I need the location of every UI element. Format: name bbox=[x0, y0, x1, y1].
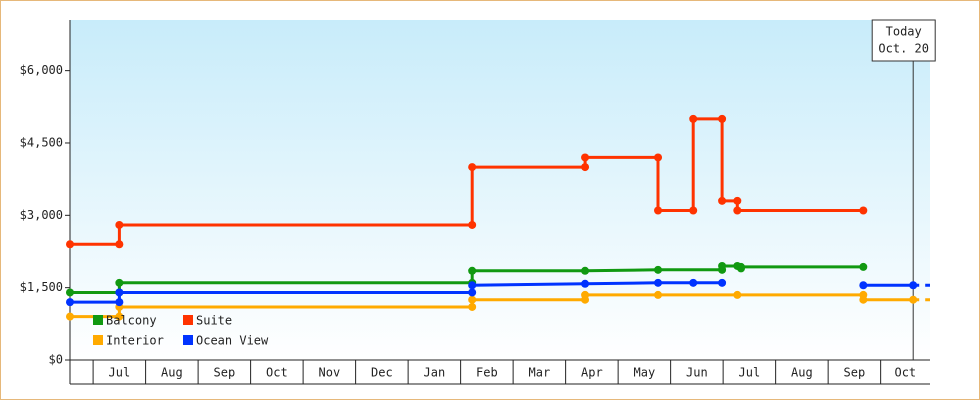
series-point bbox=[859, 281, 868, 290]
today-label: Today bbox=[886, 25, 922, 39]
legend-label: Balcony bbox=[106, 314, 157, 328]
series-point bbox=[115, 298, 124, 307]
series-point bbox=[581, 279, 590, 288]
series-point bbox=[909, 295, 918, 304]
series-point bbox=[654, 278, 663, 287]
series-point bbox=[66, 240, 74, 249]
legend-swatch bbox=[93, 315, 103, 325]
series-point bbox=[115, 278, 124, 287]
x-tick-label: Dec bbox=[371, 366, 393, 380]
x-tick-label: Sep bbox=[844, 366, 866, 380]
series-point bbox=[468, 288, 477, 297]
x-tick-label: Jun bbox=[686, 366, 708, 380]
x-tick-label: Feb bbox=[476, 366, 498, 380]
series-point bbox=[468, 295, 477, 304]
x-tick-label: Oct bbox=[894, 366, 916, 380]
series-point bbox=[66, 288, 74, 297]
today-box bbox=[871, 19, 936, 62]
series-point bbox=[736, 262, 745, 271]
legend-swatch bbox=[93, 335, 103, 345]
series-point bbox=[718, 278, 727, 287]
legend-label: Interior bbox=[106, 334, 164, 348]
series-point bbox=[581, 290, 590, 299]
x-tick-label: Nov bbox=[319, 366, 341, 380]
legend-label: Ocean View bbox=[196, 334, 269, 348]
series-point bbox=[115, 220, 124, 229]
series-point bbox=[733, 290, 742, 299]
series-point bbox=[654, 206, 663, 215]
x-tick-label: May bbox=[634, 366, 656, 380]
series-point bbox=[66, 298, 74, 307]
series-point bbox=[468, 302, 477, 311]
series-point bbox=[115, 312, 124, 321]
x-tick-label: Jan bbox=[424, 366, 446, 380]
series-point bbox=[468, 281, 477, 290]
series-point bbox=[581, 266, 590, 275]
series-point bbox=[654, 290, 663, 299]
series-point bbox=[718, 261, 727, 270]
legend-swatch bbox=[183, 315, 193, 325]
series-point bbox=[468, 220, 477, 229]
series-point bbox=[689, 278, 698, 287]
y-tick-label: $0 bbox=[49, 353, 63, 367]
plot-area bbox=[70, 20, 930, 360]
y-tick-label: $3,000 bbox=[20, 208, 63, 222]
series-point bbox=[468, 266, 477, 275]
series-point bbox=[115, 288, 124, 297]
y-tick-label: $6,000 bbox=[20, 63, 63, 77]
today-label: Oct. 20 bbox=[878, 42, 929, 56]
series-point bbox=[859, 206, 868, 215]
series-point bbox=[718, 196, 727, 205]
x-tick-label: Jul bbox=[739, 366, 761, 380]
y-tick-label: $1,500 bbox=[20, 280, 63, 294]
x-tick-label: Apr bbox=[581, 366, 603, 380]
series-point bbox=[115, 240, 124, 249]
series-point bbox=[654, 265, 663, 274]
series-point bbox=[468, 163, 477, 172]
y-tick-label: $4,500 bbox=[20, 135, 63, 149]
legend-label: Suite bbox=[196, 314, 232, 328]
series-point bbox=[654, 153, 663, 162]
x-tick-label: Mar bbox=[529, 366, 551, 380]
x-tick-label: Jul bbox=[109, 366, 131, 380]
x-tick-label: Aug bbox=[791, 366, 813, 380]
series-point bbox=[718, 114, 727, 123]
series-point bbox=[733, 196, 742, 205]
series-point bbox=[909, 281, 918, 290]
series-point bbox=[581, 153, 590, 162]
series-point bbox=[66, 312, 74, 321]
x-tick-label: Oct bbox=[266, 366, 288, 380]
x-tick-label: Sep bbox=[214, 366, 236, 380]
series-line bbox=[70, 117, 864, 246]
series-point bbox=[689, 114, 698, 123]
series-point bbox=[859, 262, 868, 271]
series-point bbox=[859, 295, 868, 304]
series-point bbox=[733, 206, 742, 215]
series-point bbox=[689, 206, 698, 215]
legend-swatch bbox=[183, 335, 193, 345]
x-tick-label: Aug bbox=[161, 366, 183, 380]
series-point bbox=[581, 163, 590, 172]
